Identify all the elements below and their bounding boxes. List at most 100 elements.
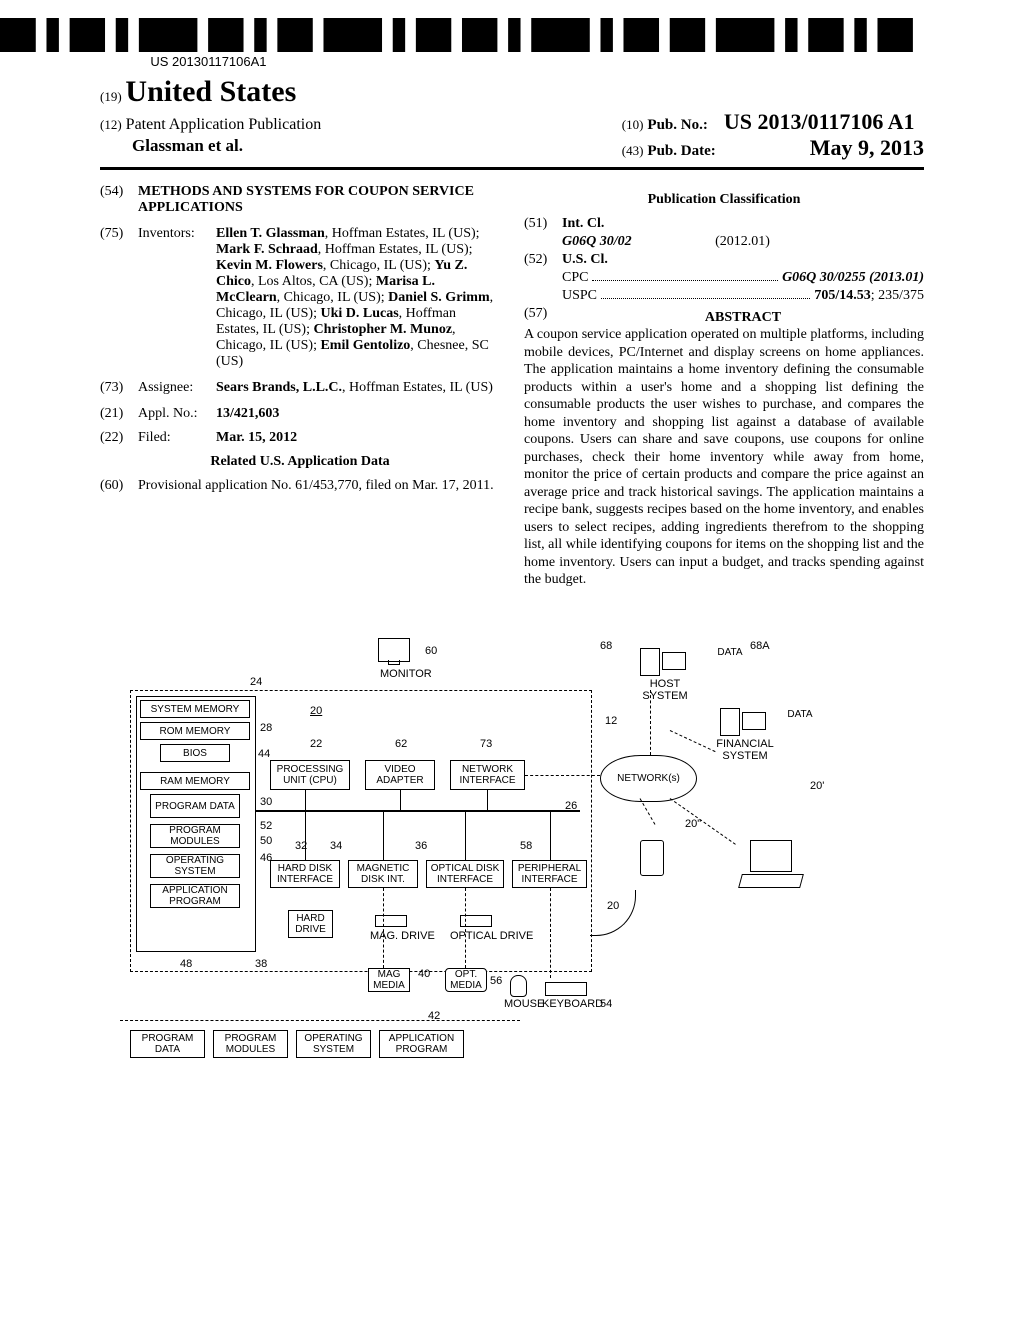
ref-54: 54: [600, 998, 612, 1010]
ref-68a: 68A: [750, 640, 770, 652]
uspc-label: USPC: [562, 288, 597, 304]
icon-fin-monitor: [742, 712, 766, 730]
box-bios: BIOS: [160, 744, 230, 762]
leader-20: [590, 890, 636, 936]
code-75: (75): [100, 226, 138, 370]
code-21: (21): [100, 406, 138, 422]
icon-monitor-stand: [388, 660, 400, 665]
box-program-data2: PROGRAM DATA: [130, 1030, 205, 1058]
code-57: (57): [524, 306, 562, 326]
ref-42: 42: [428, 1010, 440, 1022]
ref-52: 52: [260, 820, 272, 832]
barcode: ▌█▌▌██▌▌█▌█▌▌██▌█▌▌█▌██▌▌█▌▌██▌█▌▌█▌██▌▌…: [0, 18, 924, 52]
barcode-text: US 20130117106A1: [0, 54, 924, 69]
box-application-program2: APPLICATION PROGRAM: [379, 1030, 464, 1058]
box-peripheral-interface: PERIPHERAL INTERFACE: [512, 860, 587, 888]
code-54: (54): [100, 184, 138, 216]
abstract-text: A coupon service application operated on…: [524, 326, 924, 589]
code-51: (51): [524, 216, 562, 232]
pubdate: May 9, 2013: [810, 135, 924, 160]
dash-fin: [670, 730, 716, 752]
uspc-value: 705/14.53; 235/375: [814, 288, 924, 304]
ref-22: 22: [310, 738, 322, 750]
body-columns: (54) METHODS AND SYSTEMS FOR COUPON SERV…: [100, 184, 924, 589]
icon-host-tower: [640, 648, 660, 676]
patent-page: ▌█▌▌██▌▌█▌█▌▌██▌█▌▌█▌██▌▌█▌▌██▌█▌▌█▌██▌▌…: [0, 0, 1024, 1320]
box-program-modules2: PROGRAM MODULES: [213, 1030, 288, 1058]
box-magdisk-int: MAGNETIC DISK INT.: [348, 860, 418, 888]
ref-36: 36: [415, 840, 427, 852]
uscl-label: U.S. Cl.: [562, 252, 608, 267]
code-19: (19): [100, 89, 122, 104]
ref-30: 30: [260, 796, 272, 808]
label-financial-system: FINANCIAL SYSTEM: [710, 738, 780, 762]
applno-value: 13/421,603: [216, 406, 500, 422]
cloud-networks: NETWORK(s): [600, 755, 697, 802]
code-12: (12): [100, 117, 122, 132]
intcl-label: Int. Cl.: [562, 216, 604, 231]
cpc-value: G06Q 30/0255 (2013.01): [782, 270, 924, 286]
abstract-label: ABSTRACT: [562, 310, 924, 326]
label-host-data: DATA: [710, 644, 750, 660]
pub-type: Patent Application Publication: [126, 116, 322, 133]
dash-net: [525, 775, 600, 776]
ref-28: 28: [260, 722, 272, 734]
ref-56: 56: [490, 975, 502, 987]
label-optical-drive: OPTICAL DRIVE: [450, 930, 533, 942]
ref-62: 62: [395, 738, 407, 750]
intcl-year: (2012.01): [715, 234, 770, 249]
icon-remote-keyboard: [738, 874, 804, 888]
ref-73: 73: [480, 738, 492, 750]
box-rom-memory: ROM MEMORY: [140, 722, 250, 740]
ref-58: 58: [520, 840, 532, 852]
icon-monitor: [378, 638, 410, 662]
icon-phone: [640, 840, 664, 876]
barcode-block: ▌█▌▌██▌▌█▌█▌▌██▌█▌▌█▌██▌▌█▌▌██▌█▌▌█▌██▌▌…: [0, 18, 924, 69]
filed-value: Mar. 15, 2012: [216, 430, 500, 446]
box-video-adapter: VIDEO ADAPTER: [365, 760, 435, 790]
code-10: (10): [622, 117, 644, 132]
ref-20pp: 20": [685, 818, 701, 830]
ref-60: 60: [425, 645, 437, 657]
classification-heading: Publication Classification: [524, 192, 924, 208]
code-52: (52): [524, 252, 562, 268]
ref-32: 32: [295, 840, 307, 852]
system-diagram: SYSTEM MEMORY ROM MEMORY BIOS RAM MEMORY…: [110, 630, 880, 1110]
label-monitor: MONITOR: [380, 668, 432, 680]
ref-44: 44: [258, 748, 270, 760]
ref-26: 26: [565, 800, 577, 812]
box-harddisk-interface: HARD DISK INTERFACE: [270, 860, 340, 888]
box-mag-media: MAG MEDIA: [368, 968, 410, 992]
box-network-interface: NETWORK INTERFACE: [450, 760, 525, 790]
box-cpu: PROCESSING UNIT (CPU): [270, 760, 350, 790]
invention-title: METHODS AND SYSTEMS FOR COUPON SERVICE A…: [138, 184, 500, 216]
ref-20p: 20': [810, 780, 824, 792]
country: United States: [125, 75, 296, 108]
code-22: (22): [100, 430, 138, 446]
ref-46: 46: [260, 852, 272, 864]
label-fin-data: DATA: [780, 706, 820, 722]
label-keyboard: KEYBOARD: [542, 998, 603, 1010]
box-opt-media: OPT. MEDIA: [445, 968, 487, 992]
bottom-dash: [120, 1020, 520, 1021]
box-operating-system2: OPERATING SYSTEM: [296, 1030, 371, 1058]
pubdate-label: Pub. Date:: [647, 143, 715, 159]
label-mag-drive: MAG. DRIVE: [370, 930, 435, 942]
label-host-system: HOST SYSTEM: [630, 678, 700, 702]
intcl-class: G06Q 30/02: [562, 234, 632, 249]
box-application-program: APPLICATION PROGRAM: [150, 884, 240, 908]
ref-12: 12: [605, 715, 617, 727]
icon-mouse: [510, 975, 527, 997]
box-optdisk-interface: OPTICAL DISK INTERFACE: [426, 860, 504, 888]
ref-38: 38: [255, 958, 267, 970]
applno-label: Appl. No.:: [138, 406, 216, 422]
assignee-value: Sears Brands, L.L.C., Hoffman Estates, I…: [216, 380, 500, 396]
code-73: (73): [100, 380, 138, 396]
icon-mag-drive: [375, 915, 407, 927]
dash-remote: [670, 798, 736, 845]
assignee-label: Assignee:: [138, 380, 216, 396]
related-heading: Related U.S. Application Data: [100, 454, 500, 470]
provisional-value: Provisional application No. 61/453,770, …: [138, 478, 500, 494]
dash-host: [650, 690, 651, 755]
box-program-modules: PROGRAM MODULES: [150, 824, 240, 848]
